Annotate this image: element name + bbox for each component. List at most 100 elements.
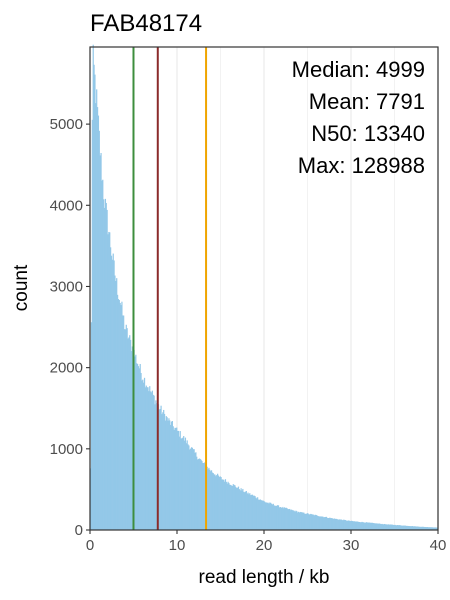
histogram-bar xyxy=(330,518,333,530)
histogram-bar xyxy=(410,526,412,530)
histogram-bar xyxy=(178,436,180,530)
histogram-bar xyxy=(310,513,312,530)
histogram-bar xyxy=(358,521,361,530)
histogram-bar xyxy=(206,466,208,530)
histogram-bar xyxy=(152,394,154,530)
histogram-bar xyxy=(146,387,148,530)
histogram-bar xyxy=(116,278,118,530)
histogram-bar xyxy=(340,519,342,530)
histogram-bar xyxy=(177,430,179,530)
histogram-bar xyxy=(244,491,247,530)
histogram-bar xyxy=(112,253,114,531)
histogram-bar xyxy=(427,527,429,530)
histogram-bars xyxy=(90,44,439,531)
histogram-bar xyxy=(360,522,362,530)
histogram-bar xyxy=(397,525,400,530)
histogram-bar xyxy=(243,492,246,530)
histogram-bar xyxy=(195,452,197,530)
histogram-bar xyxy=(364,522,367,530)
histogram-bar xyxy=(325,516,327,530)
x-tick-label: 10 xyxy=(169,537,186,554)
histogram-bar xyxy=(279,507,281,530)
histogram-bar xyxy=(266,502,268,530)
histogram-bar xyxy=(148,391,150,530)
histogram-bar xyxy=(174,427,176,530)
histogram-bar xyxy=(339,519,341,530)
histogram-bar xyxy=(361,521,363,530)
histogram-bar xyxy=(286,508,288,530)
histogram-bar xyxy=(371,522,373,530)
histogram-bar xyxy=(121,301,123,530)
histogram-bar xyxy=(100,153,102,530)
histogram-bar xyxy=(191,447,194,530)
histogram-bar xyxy=(388,524,390,530)
histogram-bar xyxy=(226,483,228,530)
histogram-bar xyxy=(335,518,337,530)
histogram-bar xyxy=(386,524,388,530)
histogram-bar xyxy=(316,515,318,530)
histogram-bar xyxy=(306,513,308,530)
histogram-bar xyxy=(372,523,374,530)
histogram-bar xyxy=(137,366,140,530)
histogram-bar xyxy=(140,372,142,530)
histogram-bar xyxy=(264,501,266,530)
histogram-bar xyxy=(257,497,259,530)
histogram-bar xyxy=(301,512,303,530)
histogram-bar xyxy=(110,255,113,531)
histogram-bar xyxy=(227,481,229,530)
histogram-bar xyxy=(230,485,232,530)
histogram-bar xyxy=(228,483,230,530)
histogram-bar xyxy=(247,492,249,530)
histogram-bar xyxy=(390,524,392,530)
histogram-bar xyxy=(237,487,239,530)
histogram-bar xyxy=(138,368,140,530)
histogram-bar xyxy=(182,437,184,530)
histogram-bar xyxy=(359,522,361,530)
histogram-bar xyxy=(344,520,347,530)
histogram-bar xyxy=(190,447,193,530)
histogram-bar xyxy=(381,523,383,530)
histogram-bar xyxy=(307,513,309,530)
histogram-bar xyxy=(127,338,129,530)
histogram-bar xyxy=(222,479,224,530)
histogram-bar xyxy=(415,526,417,530)
histogram-bar xyxy=(394,524,396,530)
histogram-bar xyxy=(425,527,428,530)
histogram-bar xyxy=(225,481,227,530)
histogram-bar xyxy=(99,155,101,531)
histogram-bar xyxy=(196,456,198,530)
histogram-bar xyxy=(321,516,323,530)
histogram-bar xyxy=(241,490,243,530)
histogram-bar xyxy=(295,510,297,530)
histogram-bar xyxy=(371,522,374,530)
x-axis-label: read length / kb xyxy=(199,567,330,588)
histogram-bar xyxy=(309,514,311,530)
histogram-bar xyxy=(276,505,278,530)
histogram-bar xyxy=(264,502,267,530)
histogram-bar xyxy=(346,520,348,530)
histogram-bar xyxy=(211,472,214,530)
histogram-bar xyxy=(281,507,283,530)
histogram-bar xyxy=(324,517,326,530)
histogram-bar xyxy=(114,275,116,530)
histogram-bar xyxy=(345,520,347,530)
histogram-bar xyxy=(129,335,131,530)
histogram-bar xyxy=(304,513,306,530)
histogram-bar xyxy=(332,518,334,530)
histogram-bar xyxy=(139,363,141,530)
histogram-bar xyxy=(237,486,240,530)
histogram-bar xyxy=(170,424,172,530)
histogram-bar xyxy=(327,518,329,530)
histogram-bar xyxy=(255,497,257,530)
histogram-bar xyxy=(294,511,296,530)
histogram-bar xyxy=(392,524,394,530)
histogram-bar xyxy=(98,130,100,530)
histogram-bar xyxy=(413,526,415,530)
histogram-bar xyxy=(198,458,200,530)
histogram-bar xyxy=(120,305,122,530)
histogram-bar xyxy=(347,520,349,530)
histogram-bar xyxy=(328,517,330,530)
histogram-bar xyxy=(122,315,124,530)
histogram-bar xyxy=(424,527,426,530)
